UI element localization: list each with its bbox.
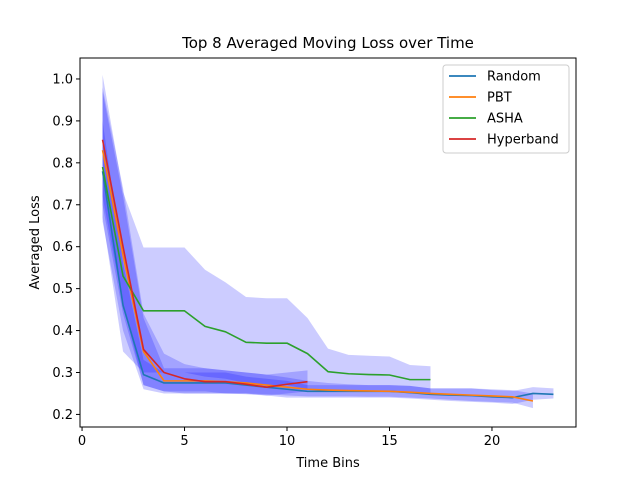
- plot-frame: [79, 57, 577, 428]
- chart-title: Top 8 Averaged Moving Loss over Time: [181, 34, 474, 52]
- legend-label-random: Random: [487, 70, 541, 85]
- y-tick-label: 0.9: [52, 114, 73, 129]
- y-tick-label: 1.0: [52, 72, 73, 87]
- legend-label-hyperband: Hyperband: [487, 133, 559, 148]
- y-tick-label: 0.5: [52, 282, 73, 297]
- band-pbt: [102, 91, 533, 409]
- y-tick-label: 0.4: [52, 324, 73, 339]
- y-tick-label: 0.8: [52, 156, 73, 171]
- legend: Random PBT ASHA Hyperband: [442, 64, 570, 154]
- y-axis-title: Averaged Loss: [28, 195, 43, 290]
- y-tick-label: 0.3: [52, 366, 73, 381]
- legend-label-pbt: PBT: [487, 91, 512, 106]
- x-axis: 0 5 10 15 20: [78, 427, 500, 449]
- x-tick-label: 10: [279, 434, 296, 449]
- series-line-hyperband: [101, 139, 308, 388]
- y-tick-label: 0.6: [52, 240, 73, 255]
- x-tick-label: 20: [484, 434, 501, 449]
- legend-box: [442, 64, 570, 154]
- series-line-pbt: [101, 150, 534, 402]
- x-tick-label: 0: [78, 434, 86, 449]
- x-axis-title: Time Bins: [295, 456, 360, 471]
- y-tick-label: 0.2: [52, 408, 73, 423]
- series-line-asha: [101, 166, 431, 381]
- x-tick-label: 15: [381, 434, 398, 449]
- y-tick-label: 0.7: [52, 198, 73, 213]
- band-asha: [102, 74, 431, 394]
- x-tick-label: 5: [180, 434, 188, 449]
- legend-label-asha: ASHA: [487, 112, 523, 127]
- y-axis: 0.2 0.3 0.4 0.5 0.6 0.7 0.8 0.9 1.0: [52, 72, 80, 423]
- series-lines: [101, 139, 554, 402]
